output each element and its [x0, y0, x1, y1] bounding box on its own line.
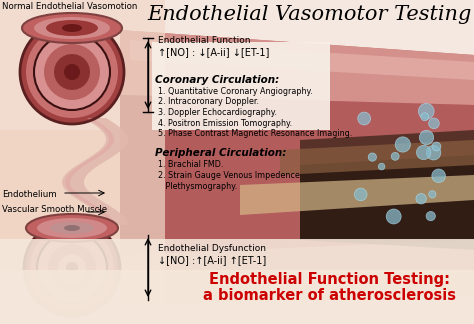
- Circle shape: [66, 262, 78, 274]
- Circle shape: [30, 226, 114, 310]
- Circle shape: [358, 112, 371, 125]
- Circle shape: [395, 137, 410, 152]
- Circle shape: [421, 113, 429, 121]
- Text: 2. Intracoronary Doppler.: 2. Intracoronary Doppler.: [158, 98, 259, 107]
- Polygon shape: [120, 30, 474, 300]
- Polygon shape: [130, 40, 474, 80]
- Circle shape: [428, 191, 436, 198]
- Ellipse shape: [26, 214, 118, 242]
- Text: a biomarker of atherosclerosis: a biomarker of atherosclerosis: [203, 288, 456, 303]
- Polygon shape: [0, 0, 165, 324]
- Text: 4. Positron Emission Tomography.: 4. Positron Emission Tomography.: [158, 119, 292, 128]
- Circle shape: [386, 209, 401, 224]
- Circle shape: [426, 212, 436, 221]
- Polygon shape: [240, 175, 474, 215]
- Circle shape: [391, 152, 399, 160]
- Text: Normal Endothelial Vasomotion: Normal Endothelial Vasomotion: [2, 2, 137, 11]
- Polygon shape: [0, 270, 474, 324]
- Ellipse shape: [34, 17, 110, 39]
- Text: 1. Brachial FMD.: 1. Brachial FMD.: [158, 160, 223, 169]
- Text: Endothelium: Endothelium: [2, 190, 56, 199]
- Circle shape: [24, 220, 120, 316]
- Circle shape: [44, 44, 100, 100]
- Circle shape: [20, 20, 124, 124]
- Ellipse shape: [64, 225, 80, 231]
- Polygon shape: [300, 155, 474, 240]
- Circle shape: [378, 163, 385, 170]
- Ellipse shape: [22, 13, 122, 43]
- Circle shape: [368, 153, 376, 161]
- Circle shape: [34, 34, 110, 110]
- Text: ↓[NO] :↑[A-ii] ↑[ET-1]: ↓[NO] :↑[A-ii] ↑[ET-1]: [158, 255, 266, 265]
- Circle shape: [37, 233, 107, 303]
- FancyBboxPatch shape: [0, 239, 474, 324]
- Text: 5. Phase Contrast Magnetic Resonance Imaging.: 5. Phase Contrast Magnetic Resonance Ima…: [158, 129, 352, 138]
- Text: ↑[NO] : ↓[A-ii] ↓[ET-1]: ↑[NO] : ↓[A-ii] ↓[ET-1]: [158, 47, 269, 57]
- Text: Coronary Circulation:: Coronary Circulation:: [155, 75, 279, 85]
- Polygon shape: [280, 140, 474, 175]
- Polygon shape: [300, 130, 474, 250]
- Text: Endothelial Vasomotor Testing: Endothelial Vasomotor Testing: [148, 5, 472, 24]
- Text: Vascular Smooth Muscle: Vascular Smooth Muscle: [2, 205, 107, 214]
- Circle shape: [48, 244, 96, 292]
- Polygon shape: [120, 30, 474, 105]
- Text: Endothelial Function: Endothelial Function: [158, 36, 250, 45]
- Text: Endothelial Function Testing:: Endothelial Function Testing:: [210, 272, 450, 287]
- Circle shape: [26, 26, 118, 118]
- Circle shape: [428, 118, 439, 129]
- Text: 1. Quantitative Coronary Angiography.: 1. Quantitative Coronary Angiography.: [158, 87, 313, 96]
- Circle shape: [419, 130, 434, 145]
- Circle shape: [416, 193, 427, 204]
- Circle shape: [432, 142, 441, 151]
- Ellipse shape: [37, 218, 107, 238]
- Circle shape: [355, 188, 367, 201]
- Circle shape: [432, 169, 446, 183]
- FancyBboxPatch shape: [152, 42, 330, 130]
- Circle shape: [64, 64, 80, 80]
- Circle shape: [419, 103, 434, 119]
- Polygon shape: [0, 0, 474, 130]
- Text: 2. Strain Gauge Venous Impedence: 2. Strain Gauge Venous Impedence: [158, 171, 300, 180]
- Ellipse shape: [46, 20, 98, 36]
- Ellipse shape: [62, 24, 82, 32]
- Circle shape: [58, 254, 86, 282]
- Text: 3. Doppler Echocardiography.: 3. Doppler Echocardiography.: [158, 108, 277, 117]
- Text: Endothelial Dysfunction: Endothelial Dysfunction: [158, 244, 266, 253]
- Ellipse shape: [50, 222, 94, 234]
- Circle shape: [417, 145, 431, 160]
- Text: Peripheral Circulation:: Peripheral Circulation:: [155, 148, 286, 158]
- Circle shape: [54, 54, 90, 90]
- Polygon shape: [120, 95, 474, 255]
- Text: Plethysmography.: Plethysmography.: [158, 182, 237, 191]
- Polygon shape: [120, 240, 474, 305]
- Circle shape: [426, 145, 441, 160]
